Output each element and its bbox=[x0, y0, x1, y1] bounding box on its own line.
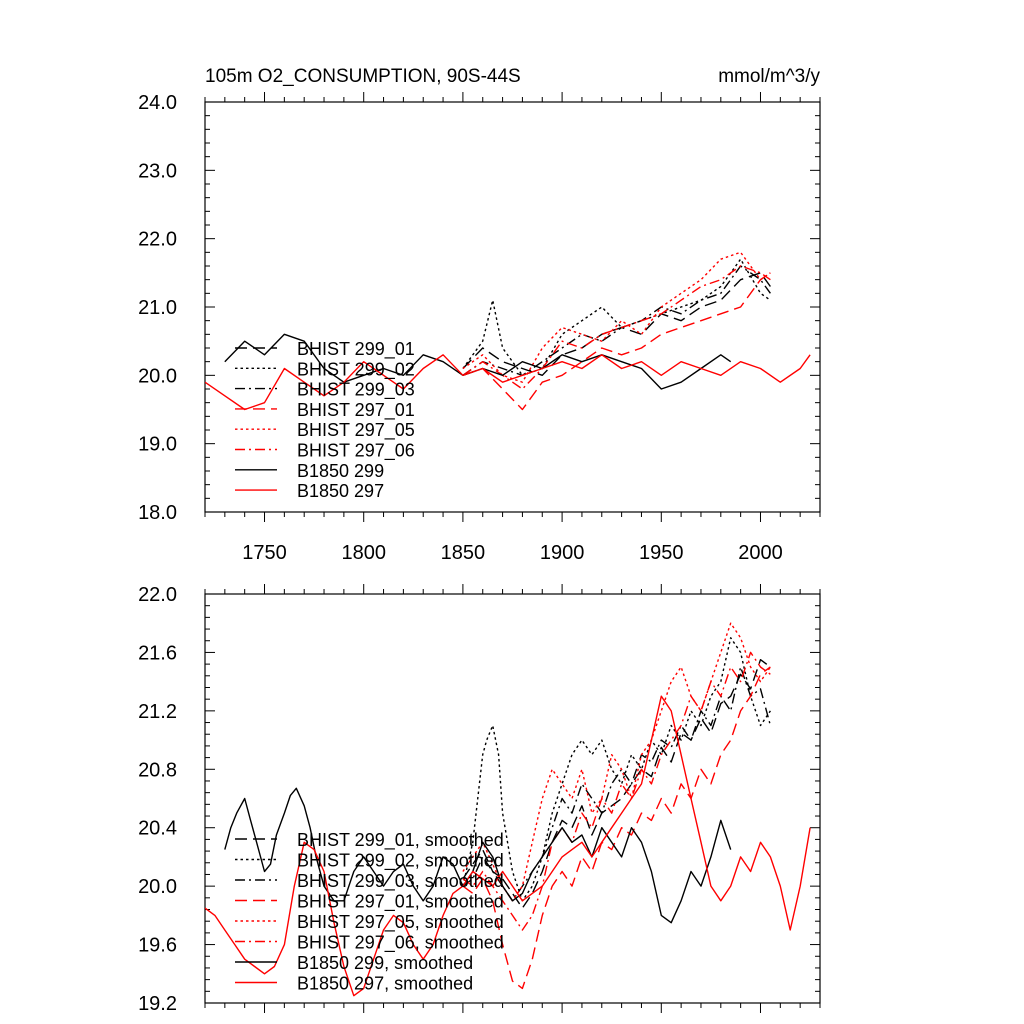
top-panel: 18.0 19.0 20.0 21.0 22.0 23.0 24.0 1750 1800 1850… bbox=[138, 66, 821, 564]
legend-label: BHIST 297_05, smoothed bbox=[297, 912, 504, 933]
series-line-7 bbox=[205, 354, 811, 411]
legend-label: BHIST 299_02, smoothed bbox=[297, 851, 504, 872]
y-tick-label: 21.0 bbox=[138, 297, 177, 319]
legend-label: BHIST 297_06 bbox=[297, 441, 415, 462]
y-tick-label: 20.0 bbox=[138, 876, 177, 898]
bottom-panel: 19.2 19.6 20.0 20.4 20.8 21.2 21.6 22.0 BHIST 29… bbox=[138, 584, 821, 1015]
x-tick-label: 1900 bbox=[540, 542, 585, 564]
legend-label: BHIST 299_03, smoothed bbox=[297, 871, 504, 892]
x-tick-label: 1800 bbox=[341, 542, 386, 564]
series-line-3 bbox=[462, 272, 771, 411]
x-tick-label: 1750 bbox=[242, 542, 287, 564]
y-tick-label: 19.6 bbox=[138, 935, 177, 957]
y-tick-label: 20.4 bbox=[138, 818, 177, 840]
legend-label: BHIST 297_05 bbox=[297, 420, 415, 441]
x-tick-label: 2000 bbox=[738, 542, 783, 564]
chart-title: 105m O2_CONSUMPTION, 90S-44S bbox=[205, 66, 521, 87]
y-tick-label: 21.2 bbox=[138, 701, 177, 723]
legend-label: B1850 299, smoothed bbox=[297, 953, 473, 973]
series-line-5 bbox=[462, 651, 771, 931]
legend-label: BHIST 297_01 bbox=[297, 400, 415, 421]
series-line-7 bbox=[205, 695, 811, 997]
series-line-1 bbox=[462, 258, 771, 376]
plot-frame bbox=[204, 593, 821, 1004]
y-tick-label: 18.0 bbox=[138, 502, 177, 524]
legend-label: B1850 299 bbox=[297, 461, 384, 481]
y-tick-label: 22.0 bbox=[138, 584, 177, 606]
legend-label: B1850 297, smoothed bbox=[297, 974, 473, 994]
legend-label: BHIST 297_06, smoothed bbox=[297, 933, 504, 954]
legend-label: BHIST 299_01 bbox=[297, 339, 415, 360]
series-line-4 bbox=[462, 251, 771, 383]
series-line-1 bbox=[462, 637, 771, 902]
series-line-6 bbox=[224, 787, 732, 924]
y-tick-label: 20.8 bbox=[138, 759, 177, 781]
series-line-0 bbox=[462, 659, 771, 909]
series-line-3 bbox=[462, 666, 771, 990]
y-tick-label: 20.0 bbox=[138, 365, 177, 387]
y-tick-label: 19.0 bbox=[138, 434, 177, 456]
y-tick-label: 22.0 bbox=[138, 229, 177, 251]
units-label: mmol/m^3/y bbox=[718, 66, 820, 87]
legend-label: BHIST 299_03 bbox=[297, 380, 415, 401]
legend-label: B1850 297 bbox=[297, 481, 384, 501]
x-tick-label: 1950 bbox=[639, 542, 684, 564]
y-tick-label: 21.6 bbox=[138, 642, 177, 664]
series-line-5 bbox=[462, 265, 771, 390]
legend-label: BHIST 299_02 bbox=[297, 359, 415, 380]
y-tick-label: 23.0 bbox=[138, 160, 177, 182]
y-tick-label: 24.0 bbox=[138, 92, 177, 114]
x-tick-label: 1850 bbox=[441, 542, 486, 564]
series-line-2 bbox=[462, 666, 772, 902]
legend-label: BHIST 299_01, smoothed bbox=[297, 830, 504, 851]
y-tick-label: 19.2 bbox=[138, 993, 177, 1015]
legend-label: BHIST 297_01, smoothed bbox=[297, 892, 504, 913]
